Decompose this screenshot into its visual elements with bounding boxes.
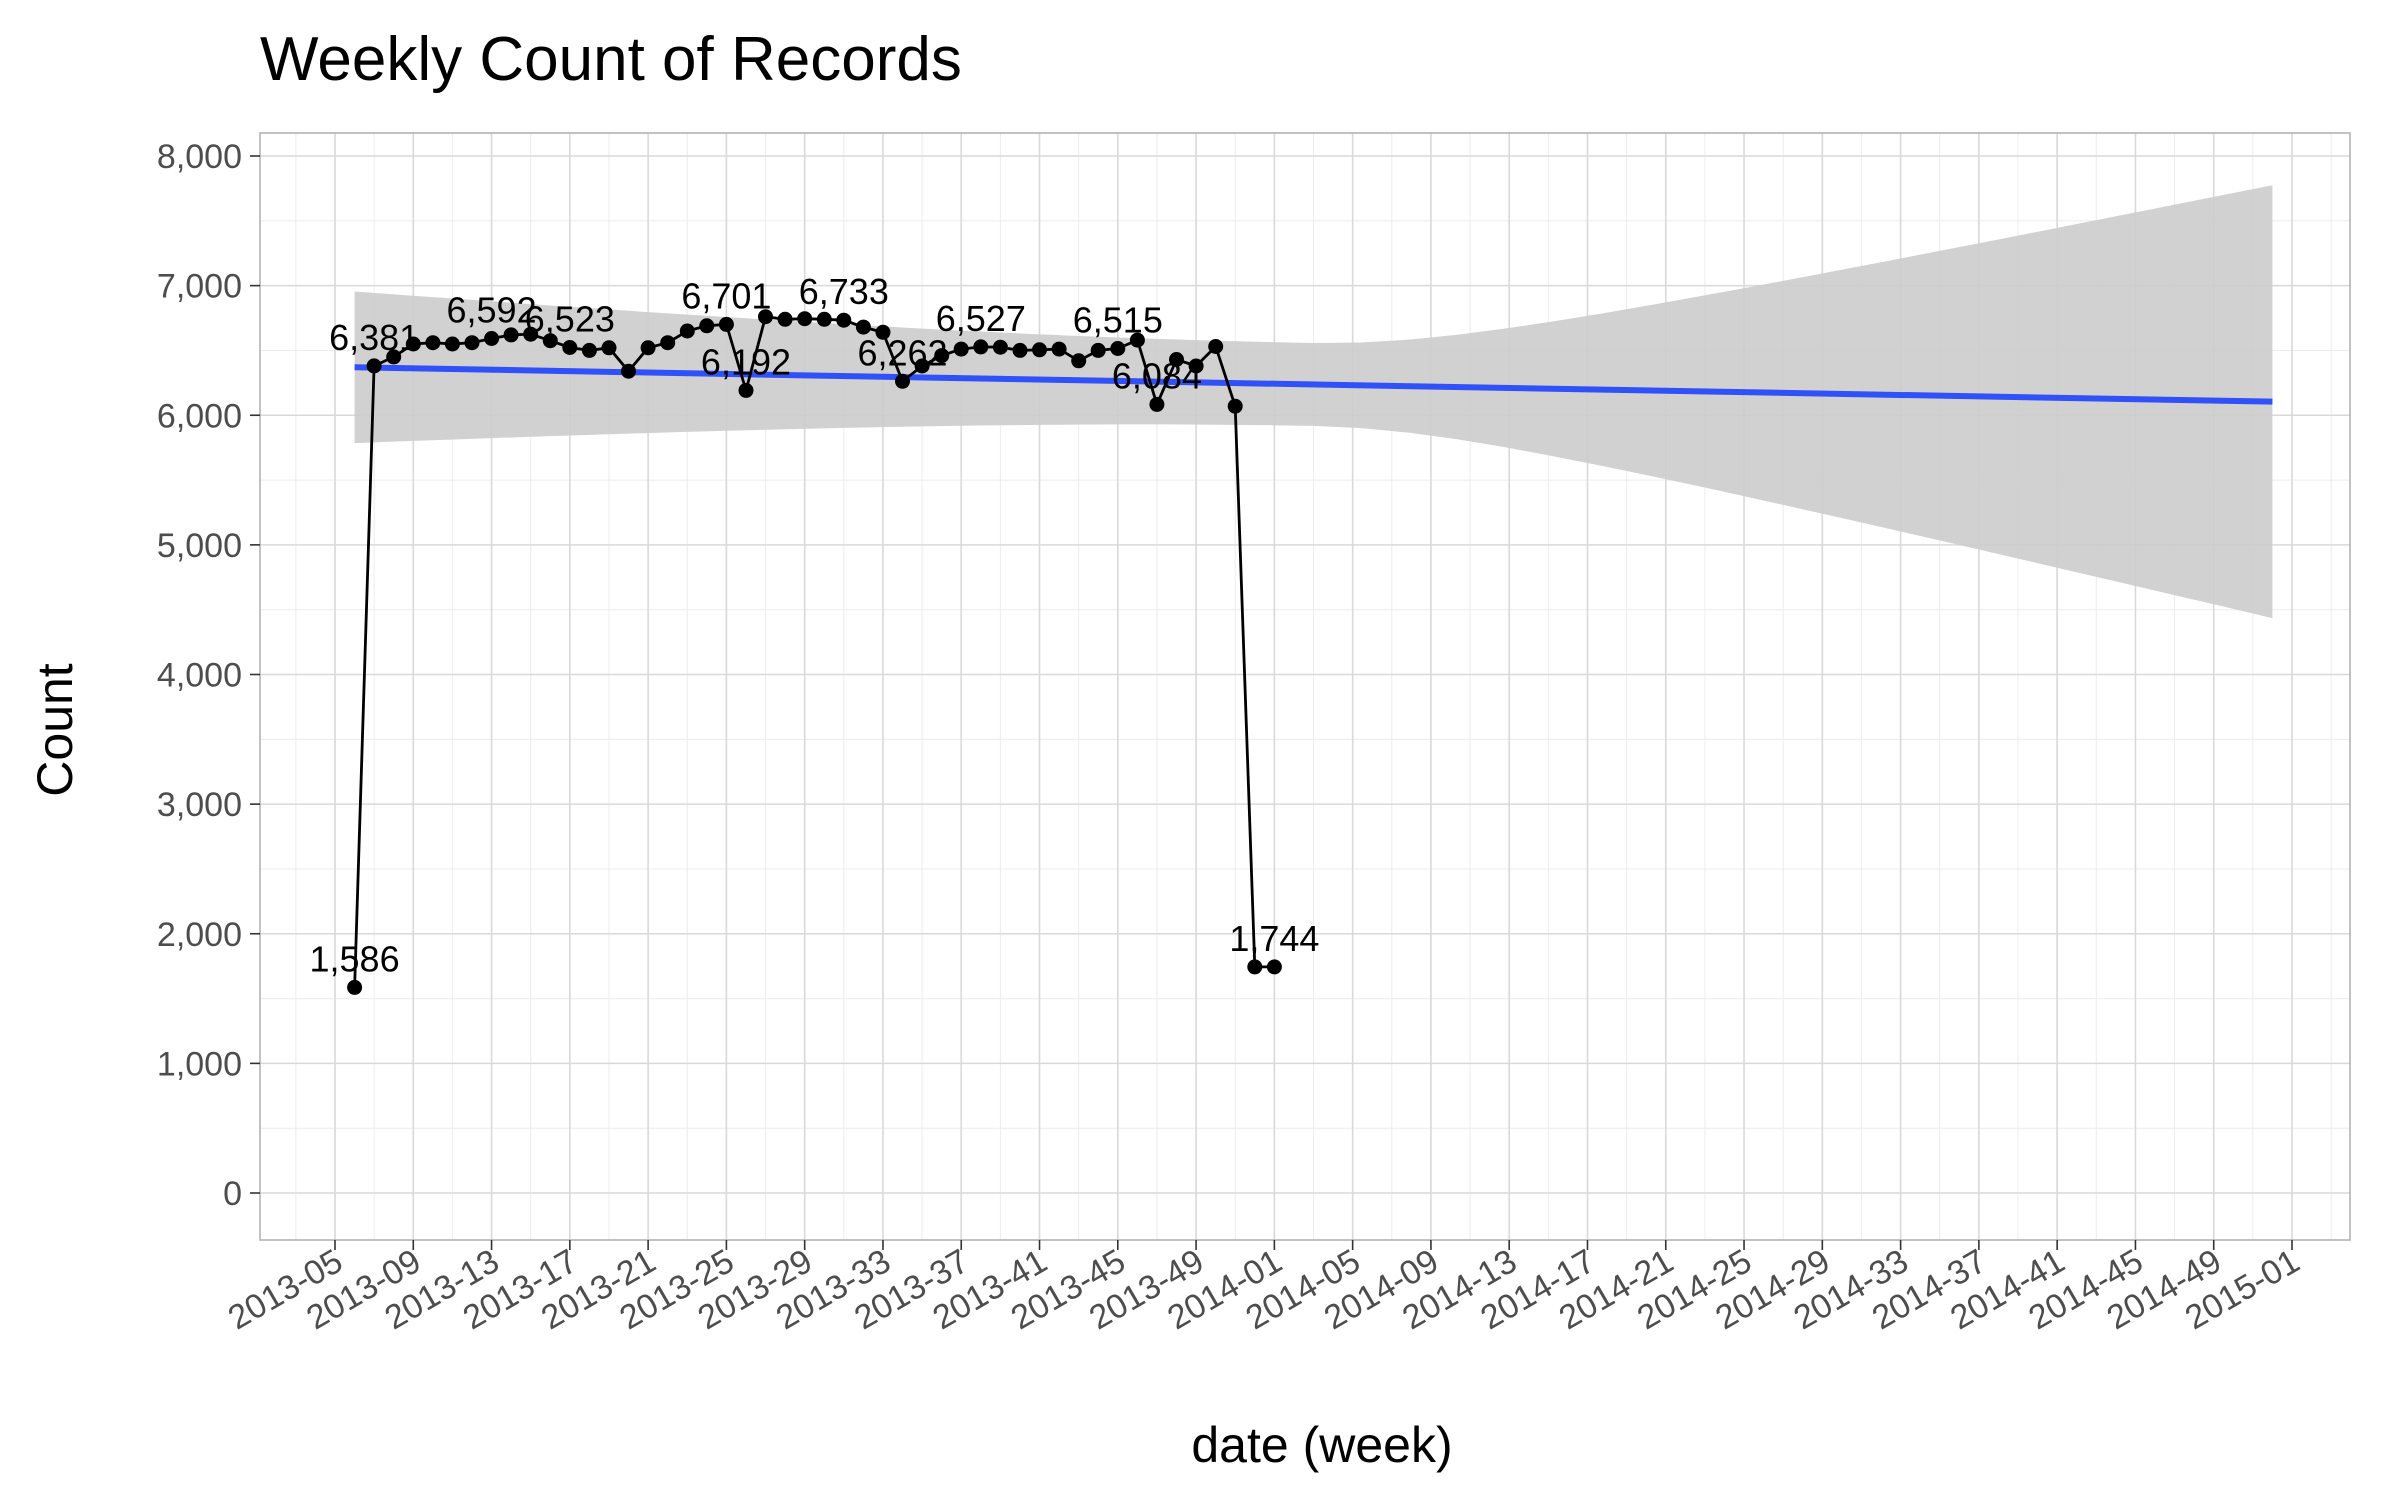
point-label: 1,744 — [1229, 918, 1319, 959]
series-group — [347, 309, 1282, 995]
y-tick-label: 2,000 — [157, 916, 242, 954]
data-point — [347, 979, 363, 995]
data-point — [1169, 352, 1184, 367]
data-point — [562, 340, 578, 355]
confidence-band-area — [354, 185, 2273, 619]
data-point — [601, 340, 617, 356]
point-label: 6,701 — [681, 275, 771, 316]
data-point — [758, 309, 773, 325]
data-point — [1090, 342, 1106, 358]
data-point — [1208, 339, 1224, 354]
y-tick-label: 8,000 — [157, 138, 242, 176]
x-axis-title: date (week) — [1191, 1417, 1452, 1473]
data-point — [1032, 342, 1047, 358]
trend-line — [354, 364, 2273, 405]
data-point — [1071, 353, 1087, 369]
data-point — [523, 326, 539, 342]
data-point — [816, 311, 832, 327]
y-tick-label: 4,000 — [157, 657, 242, 695]
confidence-band — [354, 185, 2273, 619]
data-point — [699, 318, 715, 334]
data-point — [386, 349, 402, 365]
data-point — [484, 331, 500, 346]
data-point — [425, 335, 441, 351]
data-point — [777, 311, 793, 327]
axes: 0 1,000 2,000 3,000 4,000 5,000 6,000 7,000 8,00… — [157, 132, 2351, 1337]
data-point — [934, 348, 950, 364]
data-point — [640, 340, 656, 356]
trend-line-group — [354, 364, 2273, 405]
data-point — [718, 316, 734, 332]
data-point — [914, 358, 930, 374]
point-label: 6,192 — [701, 341, 791, 382]
point-label: 6,592 — [447, 290, 537, 331]
data-point — [1149, 396, 1165, 412]
y-tick-label: 1,000 — [157, 1045, 242, 1083]
data-point — [895, 373, 910, 389]
y-tick-label: 6,000 — [157, 397, 242, 435]
data-point — [444, 336, 460, 352]
panel-border — [259, 132, 2351, 1241]
data-point — [953, 341, 969, 357]
y-tick-label: 3,000 — [157, 786, 242, 824]
point-label: 6,527 — [936, 298, 1026, 339]
data-point — [464, 335, 480, 351]
point-label: 6,084 — [1112, 355, 1202, 396]
data-point — [1051, 341, 1067, 357]
data-point — [1110, 341, 1126, 356]
data-point — [405, 336, 421, 352]
data-point — [679, 323, 695, 339]
point-label: 6,733 — [799, 271, 889, 312]
data-point — [855, 319, 871, 335]
data-point — [503, 327, 519, 343]
point-label: 6,381 — [329, 317, 419, 358]
data-point — [1012, 342, 1028, 358]
data-point — [366, 358, 382, 374]
data-point — [992, 339, 1008, 355]
data-point — [797, 311, 813, 327]
point-label: 6,515 — [1073, 299, 1163, 340]
data-point — [973, 339, 989, 355]
y-tick-label: 0 — [223, 1175, 242, 1213]
y-tick-label: 7,000 — [157, 268, 242, 306]
point-label: 1,586 — [310, 938, 400, 979]
data-point — [621, 363, 636, 379]
chart-title: Weekly Count of Records — [260, 25, 962, 94]
data-point — [1129, 332, 1145, 348]
data-point — [836, 312, 852, 328]
y-axis-title: Count — [27, 663, 83, 797]
data-point — [1227, 398, 1243, 414]
point-label: 6,523 — [525, 298, 615, 339]
point-label: 6,262 — [857, 332, 947, 373]
data-point — [1188, 358, 1204, 374]
data-point — [542, 333, 558, 349]
data-point — [660, 335, 676, 351]
data-point — [738, 382, 754, 398]
y-tick-label: 5,000 — [157, 527, 242, 565]
data-point — [581, 342, 597, 358]
data-point — [1247, 959, 1263, 975]
data-point — [875, 324, 891, 340]
data-point — [1266, 959, 1282, 975]
